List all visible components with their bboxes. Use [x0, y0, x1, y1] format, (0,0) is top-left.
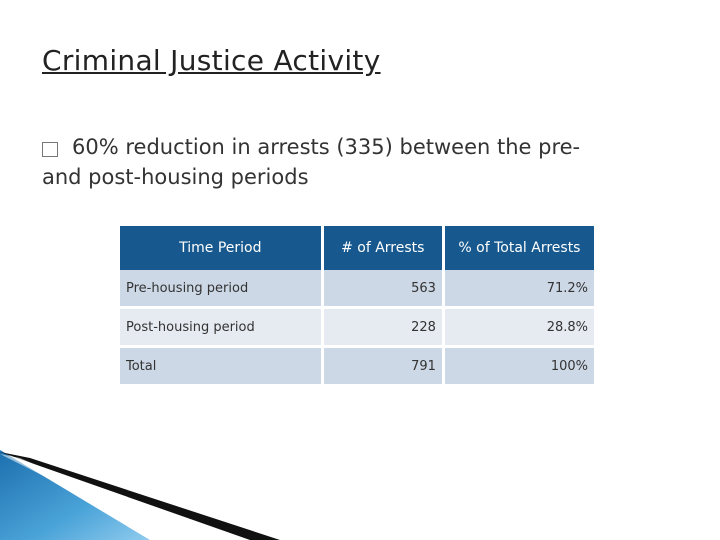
- cell-period: Pre-housing period: [120, 270, 324, 309]
- header-time-period: Time Period: [120, 226, 324, 270]
- black-streak-shape: [0, 452, 280, 540]
- table-row: Post-housing period 228 28.8%: [120, 309, 594, 348]
- bullet-text-line-2: and post-housing periods: [42, 165, 309, 189]
- cell-percent: 100%: [444, 348, 594, 387]
- bullet-point: 60% reduction in arrests (335) between t…: [42, 132, 682, 192]
- slide-title: Criminal Justice Activity: [42, 44, 381, 77]
- arrests-table: Time Period # of Arrests % of Total Arre…: [120, 226, 594, 387]
- header-arrests: # of Arrests: [323, 226, 445, 270]
- table-row: Total 791 100%: [120, 348, 594, 387]
- square-bullet-icon: [42, 142, 58, 157]
- bullet-text-line-1: 60% reduction in arrests (335) between t…: [72, 135, 581, 159]
- table-header-row: Time Period # of Arrests % of Total Arre…: [120, 226, 594, 270]
- header-percent: % of Total Arrests: [444, 226, 594, 270]
- cell-percent: 71.2%: [444, 270, 594, 309]
- cell-arrests: 563: [323, 270, 445, 309]
- cell-period: Post-housing period: [120, 309, 324, 348]
- cell-arrests: 791: [323, 348, 445, 387]
- decorative-corner-graphic: [0, 450, 280, 540]
- cell-percent: 28.8%: [444, 309, 594, 348]
- table-row: Pre-housing period 563 71.2%: [120, 270, 594, 309]
- cell-arrests: 228: [323, 309, 445, 348]
- cell-period: Total: [120, 348, 324, 387]
- light-streak-shape: [0, 454, 210, 540]
